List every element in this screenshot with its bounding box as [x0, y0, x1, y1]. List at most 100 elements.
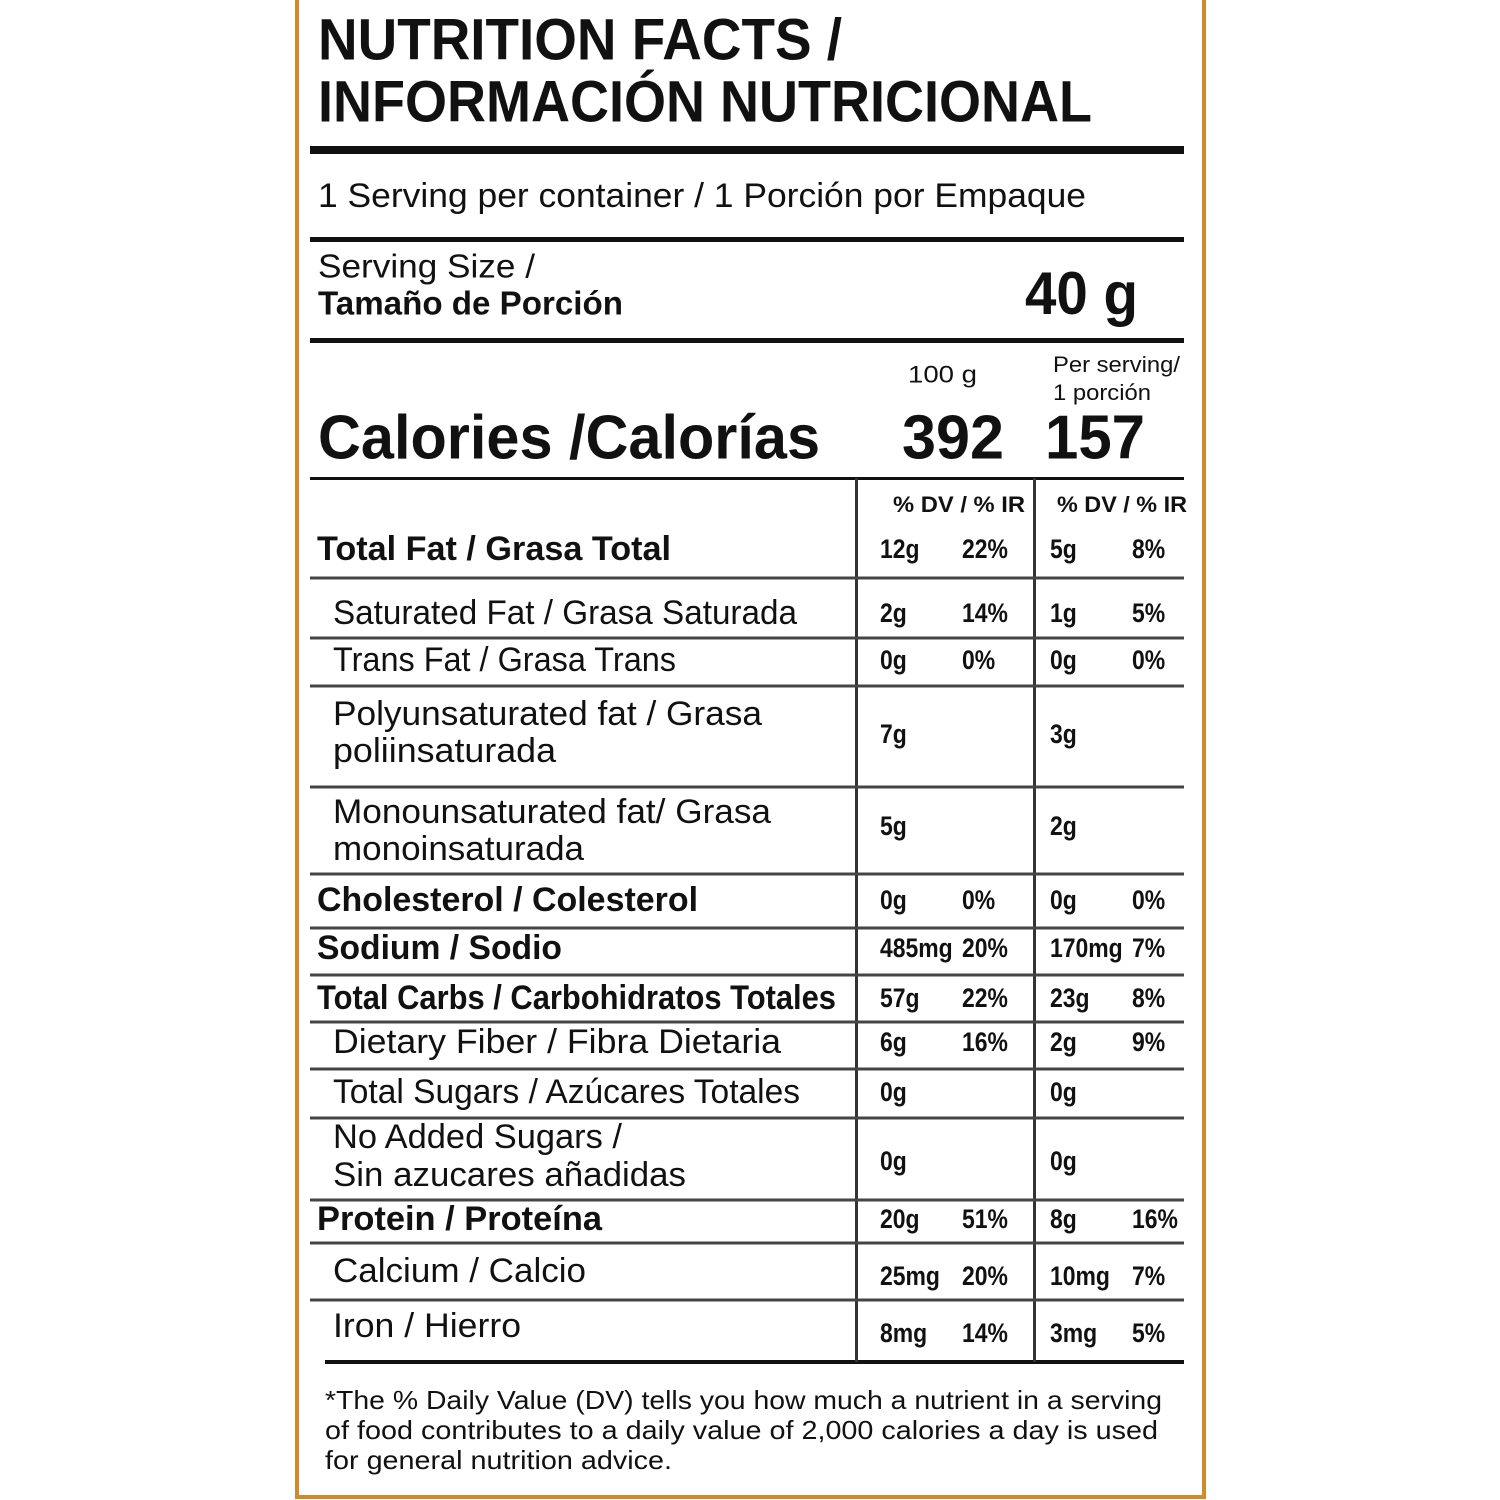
rule: [310, 237, 1184, 242]
row-value: 0g: [1050, 1146, 1077, 1176]
serving-size-value: 40 g: [1025, 260, 1138, 327]
row-value: 2g: [1050, 811, 1077, 841]
serving-size-label: Tamaño de Porción: [318, 285, 623, 322]
row-divider: [310, 926, 1184, 930]
row-value: 0g: [880, 885, 907, 915]
calories-label: Calories /Calorías: [318, 403, 820, 472]
row-label: Calcium / Calcio: [333, 1252, 586, 1290]
row-value: 10mg: [1050, 1261, 1110, 1291]
rule: [310, 146, 1184, 154]
row-divider: [310, 1241, 1184, 1245]
row-value: 0%: [1132, 645, 1165, 675]
row-value: 23g: [1050, 983, 1090, 1013]
row-label: Saturated Fat / Grasa Saturada: [333, 594, 797, 632]
row-value: 8mg: [880, 1318, 927, 1348]
row-value: 20g: [880, 1204, 920, 1234]
row-value: 5%: [1132, 1318, 1165, 1348]
title: INFORMACIÓN NUTRICIONAL: [318, 69, 1092, 134]
row-divider: [310, 973, 1184, 977]
calories-value: 392: [902, 403, 1004, 472]
row-label: Sodium / Sodio: [317, 929, 562, 967]
row-value: 22%: [962, 983, 1008, 1013]
calories-value: 157: [1045, 403, 1145, 472]
row-divider: [310, 684, 1184, 688]
row-value: 0g: [880, 645, 907, 675]
row-value: 2g: [1050, 1027, 1077, 1057]
row-value: 8%: [1132, 534, 1165, 564]
row-value: 3g: [1050, 719, 1077, 749]
row-value: 0g: [880, 1077, 907, 1107]
row-value: 2g: [880, 598, 907, 628]
rule: [325, 1360, 1184, 1364]
footnote: of food contributes to a daily value of …: [325, 1415, 1158, 1445]
row-divider: [310, 636, 1184, 640]
row-value: 20%: [962, 1261, 1008, 1291]
row-label: Total Carbs / Carbohidratos Totales: [317, 979, 836, 1017]
row-value: 16%: [1132, 1204, 1178, 1234]
column-header: 1 porción: [1053, 380, 1151, 405]
row-label: Protein / Proteína: [317, 1200, 603, 1238]
footnote: *The % Daily Value (DV) tells you how mu…: [325, 1385, 1162, 1415]
row-divider: [310, 872, 1184, 876]
dv-header: % DV / % IR: [1057, 492, 1187, 517]
row-label: poliinsaturada: [333, 732, 556, 770]
row-label: Cholesterol / Colesterol: [317, 881, 698, 919]
panel-border: [295, 0, 1206, 1499]
row-divider: [310, 1198, 1184, 1202]
row-label: No Added Sugars /: [333, 1118, 623, 1156]
row-value: 3mg: [1050, 1318, 1097, 1348]
row-value: 7%: [1132, 1261, 1165, 1291]
row-value: 57g: [880, 983, 920, 1013]
row-value: 16%: [962, 1027, 1008, 1057]
row-divider: [310, 1067, 1184, 1071]
footnote: for general nutrition advice.: [325, 1445, 672, 1475]
row-label: Trans Fat / Grasa Trans: [333, 641, 676, 679]
row-value: 14%: [962, 598, 1008, 628]
row-value: 0g: [1050, 1077, 1077, 1107]
row-divider: [310, 1116, 1184, 1120]
servings-per-container: 1 Serving per container / 1 Porción por …: [318, 177, 1086, 215]
column-divider: [1033, 478, 1036, 1362]
serving-size-label: Serving Size /: [318, 248, 536, 285]
column-header: Per serving/: [1053, 352, 1181, 377]
row-value: 14%: [962, 1318, 1008, 1348]
row-value: 0%: [962, 885, 995, 915]
row-value: 1g: [1050, 598, 1077, 628]
row-value: 8%: [1132, 983, 1165, 1013]
row-label: Monounsaturated fat/ Grasa: [333, 793, 771, 831]
row-value: 6g: [880, 1027, 907, 1057]
row-value: 22%: [962, 534, 1008, 564]
row-value: 12g: [880, 534, 920, 564]
row-value: 0%: [962, 645, 995, 675]
row-divider: [310, 1020, 1184, 1024]
row-label: Iron / Hierro: [333, 1307, 521, 1345]
row-value: 20%: [962, 933, 1008, 963]
row-value: 9%: [1132, 1027, 1165, 1057]
row-value: 170mg: [1050, 933, 1123, 963]
row-value: 0g: [1050, 885, 1077, 915]
row-label: Total Fat / Grasa Total: [317, 530, 671, 568]
row-value: 25mg: [880, 1261, 940, 1291]
row-value: 7%: [1132, 933, 1165, 963]
row-label: Total Sugars / Azúcares Totales: [333, 1073, 800, 1111]
row-value: 0g: [1050, 645, 1077, 675]
rule: [310, 338, 1184, 343]
column-divider: [855, 478, 858, 1362]
row-value: 7g: [880, 719, 907, 749]
rule: [310, 477, 1184, 480]
dv-header: % DV / % IR: [893, 492, 1025, 517]
row-divider: [310, 576, 1184, 580]
row-divider: [310, 1298, 1184, 1302]
column-header: 100 g: [908, 361, 977, 388]
row-label: Polyunsaturated fat / Grasa: [333, 695, 762, 733]
row-value: 5g: [1050, 534, 1077, 564]
row-label: monoinsaturada: [333, 830, 584, 868]
title: NUTRITION FACTS /: [318, 7, 842, 72]
row-value: 5g: [880, 811, 907, 841]
row-value: 485mg: [880, 933, 953, 963]
row-value: 0g: [880, 1146, 907, 1176]
row-value: 51%: [962, 1204, 1008, 1234]
row-value: 5%: [1132, 598, 1165, 628]
